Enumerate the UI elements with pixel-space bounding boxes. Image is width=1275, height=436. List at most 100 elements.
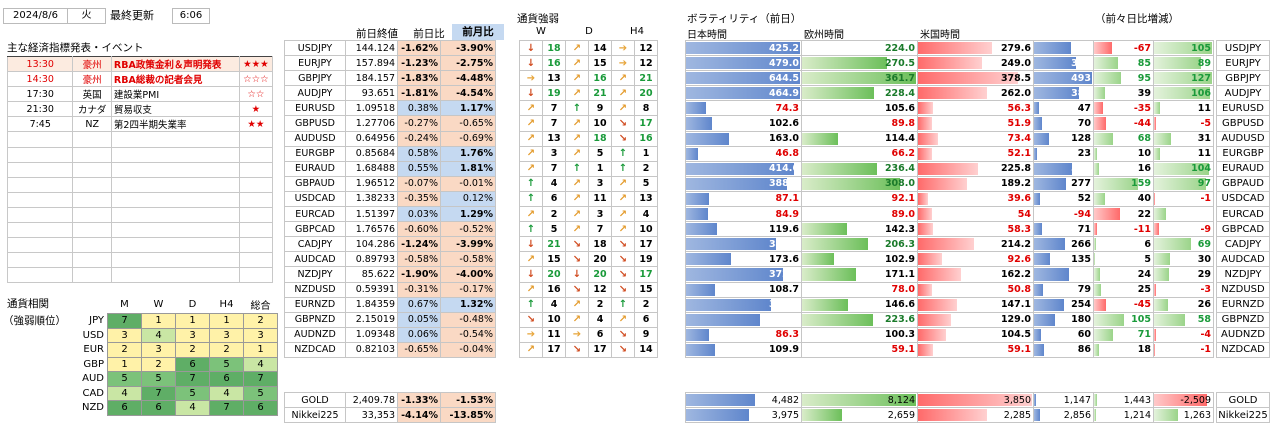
correlation-rank: 6: [175, 356, 210, 372]
vol-bar: [686, 283, 715, 296]
event-importance: [238, 206, 274, 224]
vol-value: 39: [1137, 87, 1151, 99]
strength-rank: 7: [542, 115, 566, 132]
vol-c1: 310: [1033, 39, 1094, 57]
vol-us: 249.0: [917, 55, 1034, 72]
correlation-table: M W D H4 総合 JPY 7 1 1 1 2 USD 3 4 3 3 3 EUR 2 3 2 2 1 GBP 1 2 6 5 4 A…: [76, 296, 278, 416]
pair-name: AUDJPY: [1216, 85, 1270, 102]
vol-value: 58: [1197, 314, 1211, 326]
correlation-col-header: M: [120, 299, 129, 310]
strength-rank: 3: [588, 206, 612, 223]
vol-us: 39.6: [917, 190, 1034, 208]
vol-bar: [686, 238, 776, 251]
pair-name: EURCAD: [284, 206, 346, 223]
vol-c2: 105: [1093, 311, 1154, 328]
strength-row: ↗ 7 ↑ 9 ↗ 8: [519, 100, 658, 117]
correlation-rank: 1: [107, 356, 142, 372]
vol-jp: 108.7: [685, 281, 802, 298]
vol-value: 378.5: [1000, 72, 1031, 84]
vol-us: 214.2: [917, 236, 1034, 253]
event-country: [72, 131, 112, 148]
vol-value: -67: [1133, 42, 1151, 54]
vol-jp: 425.2: [685, 39, 802, 57]
prev-close: 93.651: [345, 85, 398, 102]
vol-c2: -45: [1093, 296, 1154, 313]
pair-label-row: NZDCAD: [1216, 341, 1270, 358]
strength-rank: 6: [634, 311, 658, 328]
volatility-row: 388.8 308.0 189.2 277 159 97: [685, 175, 1214, 192]
pair-label-row: AUDUSD: [1216, 130, 1270, 147]
vol-eu: 89.0: [801, 206, 918, 223]
vol-bar: [1094, 57, 1118, 70]
event-row: [6, 237, 274, 254]
vol-bar: [1034, 57, 1077, 70]
event-row: [6, 176, 274, 193]
vol-bar: [686, 87, 800, 100]
day-change: 0.03%: [397, 206, 441, 223]
strength-rank: 1: [634, 145, 658, 162]
vol-c1: 135: [1033, 251, 1094, 268]
volatility-row: 325.7 146.6 147.1 254 -45 26: [685, 296, 1214, 313]
vol-c1: 301: [1033, 266, 1094, 283]
day-change: -1.33%: [397, 391, 441, 409]
event-name: RBA総裁の記者会見: [110, 71, 240, 88]
event-time: [6, 176, 74, 193]
vol-value: 644.5: [768, 72, 799, 84]
month-change: -3.90%: [440, 39, 496, 57]
pair-name: NZDUSD: [1216, 281, 1270, 298]
vol-bar: [918, 328, 946, 341]
vol-c1: 128: [1033, 130, 1094, 147]
day-change: -1.62%: [397, 39, 441, 57]
day-change: -0.65%: [397, 341, 441, 358]
pair-name: EURJPY: [284, 55, 346, 72]
vol-us: 129.0: [917, 311, 1034, 328]
vol-bar: [1034, 394, 1037, 407]
event-importance: [238, 131, 274, 148]
volatility-extra-table: 4,482 8,124 3,850 1,147 1,443 -2,509 3,975 2,65…: [685, 391, 1214, 424]
vol-jp: 109.9: [685, 341, 802, 358]
vol-bar: [686, 394, 755, 407]
vol-value: 16: [1137, 163, 1151, 175]
pair-name: CADJPY: [1216, 236, 1270, 253]
event-time: [6, 252, 74, 269]
vol-eu: 78.0: [801, 281, 918, 298]
vol-us: 279.6: [917, 39, 1034, 57]
date-label: 2024/8/6: [13, 10, 58, 21]
vol-bar: [918, 87, 987, 100]
vol-c3: -9: [1153, 221, 1214, 238]
vol-value: 1,443: [1123, 394, 1151, 406]
day-change: -0.31%: [397, 281, 441, 298]
strength-row: ↗ 3 ↗ 5 ↑ 1: [519, 145, 658, 162]
vol-c1: 493: [1033, 70, 1094, 87]
trend-arrow-icon: ↗: [611, 311, 635, 328]
vol-bar: [1034, 409, 1040, 422]
vol-bar: [918, 313, 952, 326]
vol-us: 104.5: [917, 326, 1034, 343]
strength-rank: 4: [634, 206, 658, 223]
event-time: [6, 161, 74, 178]
event-name: RBA政策金利＆声明発表: [110, 55, 240, 73]
strength-row: ↗ 7 ↗ 10 ↘ 17: [519, 115, 658, 132]
pair-label-row: EURGBP: [1216, 145, 1270, 162]
vol-value: 73.4: [1007, 133, 1031, 145]
strength-rank: 8: [634, 100, 658, 117]
strength-rank: 15: [634, 281, 658, 298]
event-name: 貿易収支: [110, 101, 240, 118]
correlation-rank: 2: [175, 342, 210, 358]
vol-c3: 30: [1153, 251, 1214, 268]
strength-rank: 21: [634, 70, 658, 87]
vol-jp: 3,975: [685, 407, 802, 424]
vol-c2: 159: [1093, 175, 1154, 192]
vol-bar: [1154, 132, 1171, 145]
event-country: NZ: [72, 116, 112, 133]
strength-rank: 3: [542, 145, 566, 162]
vol-value: 105: [1191, 42, 1211, 54]
event-country: 豪州: [72, 71, 112, 88]
vol-value: 127: [1191, 72, 1211, 84]
vol-value: 308.0: [884, 178, 915, 190]
vol-value: 66.2: [891, 148, 915, 160]
pair-name: EURAUD: [284, 160, 346, 177]
vol-jp: 388.8: [685, 175, 802, 192]
vol-c2: 85: [1093, 55, 1154, 72]
vol-value: 325.7: [768, 299, 799, 311]
